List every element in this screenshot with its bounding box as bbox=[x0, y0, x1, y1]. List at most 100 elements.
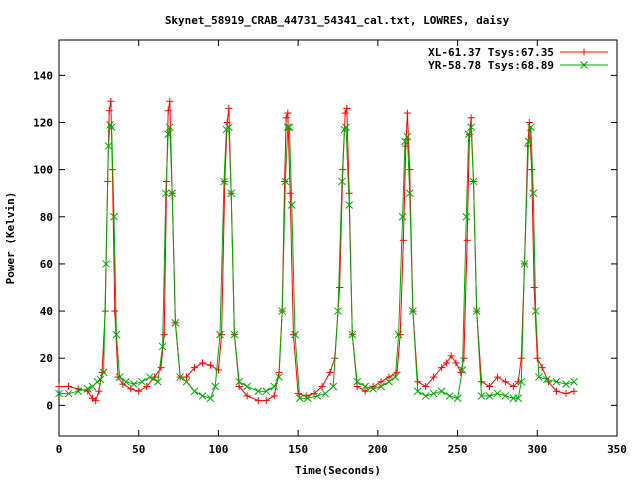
data-point bbox=[405, 189, 414, 198]
data-point bbox=[409, 307, 417, 315]
data-point bbox=[477, 392, 486, 400]
data-point bbox=[369, 385, 377, 393]
data-point bbox=[524, 142, 532, 150]
data-point bbox=[74, 387, 82, 396]
data-point bbox=[55, 383, 63, 390]
data-point bbox=[530, 284, 538, 291]
data-point bbox=[329, 382, 338, 391]
data-point bbox=[562, 380, 570, 388]
data-point bbox=[538, 364, 546, 372]
y-tick-label: 40 bbox=[40, 305, 53, 318]
data-point bbox=[570, 387, 578, 395]
data-point bbox=[525, 119, 533, 126]
data-point bbox=[406, 166, 414, 174]
data-point bbox=[227, 189, 236, 198]
y-tick-label: 80 bbox=[40, 211, 53, 224]
data-point bbox=[430, 373, 438, 381]
data-point bbox=[55, 389, 63, 398]
data-point bbox=[570, 377, 578, 386]
data-point bbox=[531, 307, 540, 315]
data-point bbox=[285, 123, 294, 132]
x-tick-label: 50 bbox=[132, 443, 145, 456]
data-point bbox=[287, 201, 296, 209]
data-point bbox=[396, 331, 404, 339]
data-point bbox=[442, 359, 450, 367]
data-point bbox=[529, 189, 538, 198]
x-axis: 0 50 100 150 200 250 300 350 bbox=[56, 40, 627, 456]
data-point bbox=[501, 392, 510, 400]
data-point bbox=[421, 392, 430, 400]
data-point bbox=[520, 260, 529, 268]
data-point bbox=[533, 354, 541, 362]
data-point bbox=[114, 373, 122, 381]
y-tick-label: 60 bbox=[40, 258, 53, 271]
data-point bbox=[111, 307, 119, 315]
data-point bbox=[281, 177, 289, 185]
data-point bbox=[467, 114, 475, 122]
data-point bbox=[310, 390, 318, 398]
data-point bbox=[353, 377, 361, 386]
data-point bbox=[403, 109, 411, 117]
data-point bbox=[206, 361, 214, 369]
data-point bbox=[216, 330, 224, 339]
data-point bbox=[341, 109, 349, 117]
plot-frame bbox=[58, 39, 618, 437]
series-1 bbox=[55, 97, 578, 405]
data-point bbox=[286, 189, 294, 197]
data-point bbox=[105, 107, 113, 115]
data-point bbox=[399, 236, 407, 244]
data-point bbox=[278, 307, 287, 315]
series-line bbox=[59, 101, 575, 402]
data-point bbox=[403, 132, 412, 141]
x-tick-label: 150 bbox=[288, 443, 308, 456]
data-point bbox=[270, 382, 279, 391]
data-point bbox=[127, 385, 135, 393]
data-point bbox=[413, 387, 422, 396]
data-point bbox=[275, 373, 283, 381]
data-point bbox=[102, 260, 110, 268]
data-point bbox=[289, 331, 297, 339]
series-line bbox=[59, 123, 575, 399]
data-point bbox=[514, 394, 523, 403]
data-point bbox=[206, 394, 215, 403]
data-point bbox=[493, 389, 502, 398]
data-point bbox=[138, 377, 146, 386]
data-point bbox=[509, 383, 517, 390]
x-tick-label: 100 bbox=[208, 443, 228, 456]
data-point bbox=[65, 383, 73, 390]
data-point bbox=[262, 397, 270, 405]
y-tick-label: 120 bbox=[33, 117, 53, 130]
y-tick-label: 100 bbox=[33, 164, 53, 177]
data-point bbox=[542, 375, 551, 384]
legend-marker bbox=[580, 61, 588, 69]
data-point bbox=[183, 373, 191, 381]
data-point bbox=[158, 342, 167, 351]
y-tick-label: 0 bbox=[46, 399, 53, 412]
data-point bbox=[160, 331, 168, 339]
series-layer bbox=[55, 97, 578, 405]
data-point bbox=[469, 177, 478, 186]
data-point bbox=[527, 123, 535, 132]
data-point bbox=[176, 373, 185, 381]
x-tick-label: 250 bbox=[448, 443, 468, 456]
data-point bbox=[235, 377, 244, 386]
data-point bbox=[112, 330, 121, 339]
data-point bbox=[361, 387, 369, 395]
data-point bbox=[230, 330, 239, 339]
data-point bbox=[281, 177, 290, 186]
data-point bbox=[336, 284, 344, 291]
data-point bbox=[552, 377, 561, 386]
data-point bbox=[96, 375, 105, 384]
y-tick-label: 140 bbox=[33, 69, 53, 82]
data-point bbox=[334, 307, 342, 315]
data-point bbox=[528, 166, 536, 174]
data-point bbox=[445, 392, 454, 400]
data-point bbox=[243, 382, 251, 391]
data-point bbox=[166, 97, 174, 105]
data-point bbox=[291, 330, 299, 339]
data-point bbox=[295, 394, 304, 403]
data-point bbox=[190, 387, 199, 396]
data-point bbox=[422, 383, 430, 390]
data-point bbox=[458, 366, 467, 374]
x-tick-label: 350 bbox=[607, 443, 627, 456]
